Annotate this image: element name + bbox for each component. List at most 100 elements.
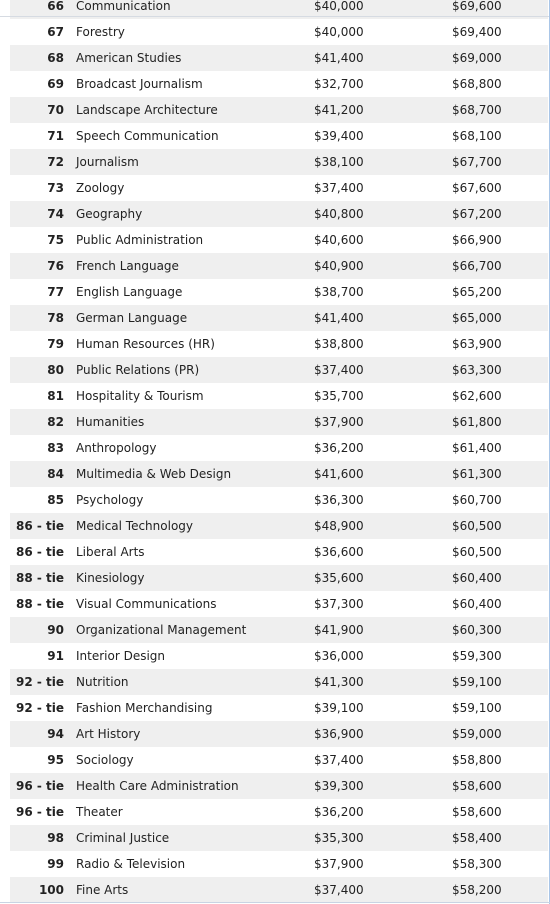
rank-cell: 77	[47, 285, 64, 299]
major-cell: Organizational Management	[76, 623, 247, 637]
mid-career-salary-cell: $58,400	[452, 831, 502, 845]
rank-cell: 84	[47, 467, 64, 481]
table-row: 95 Sociology $37,400 $58,800	[10, 747, 548, 773]
mid-career-salary-cell: $68,800	[452, 77, 502, 91]
major-cell: Nutrition	[76, 675, 129, 689]
rank-cell: 88 - tie	[15, 597, 64, 611]
starting-salary-cell: $35,300	[314, 831, 364, 845]
mid-career-salary-cell: $69,400	[452, 25, 502, 39]
major-cell: Psychology	[76, 493, 144, 507]
mid-career-salary-cell: $68,100	[452, 129, 502, 143]
mid-career-salary-cell: $60,400	[452, 597, 502, 611]
major-cell: Human Resources (HR)	[76, 337, 215, 351]
rank-cell: 75	[47, 233, 64, 247]
starting-salary-cell: $40,000	[314, 25, 364, 39]
mid-career-salary-cell: $60,500	[452, 519, 502, 533]
mid-career-salary-cell: $60,300	[452, 623, 502, 637]
starting-salary-cell: $37,400	[314, 753, 364, 767]
major-cell: Public Relations (PR)	[76, 363, 200, 377]
table-row: 100 Fine Arts $37,400 $58,200	[10, 877, 548, 903]
salary-ranking-table: 66 Communication $40,000 $69,600 67 Forestry $…	[10, 0, 548, 903]
starting-salary-cell: $37,400	[314, 363, 364, 377]
mid-career-salary-cell: $69,000	[452, 51, 502, 65]
table-row: 75 Public Administration $40,600 $66,900	[10, 227, 548, 253]
mid-career-salary-cell: $63,300	[452, 363, 502, 377]
rank-cell: 78	[47, 311, 64, 325]
major-cell: Geography	[76, 207, 143, 221]
starting-salary-cell: $48,900	[314, 519, 364, 533]
major-cell: Fine Arts	[76, 883, 129, 897]
starting-salary-cell: $36,200	[314, 441, 364, 455]
table-row: 66 Communication $40,000 $69,600	[10, 0, 548, 19]
mid-career-salary-cell: $58,300	[452, 857, 502, 871]
mid-career-salary-cell: $67,200	[452, 207, 502, 221]
rank-cell: 71	[47, 129, 64, 143]
rank-cell: 72	[47, 155, 64, 169]
major-cell: English Language	[76, 285, 183, 299]
mid-career-salary-cell: $63,900	[452, 337, 502, 351]
rank-cell: 96 - tie	[15, 805, 64, 819]
mid-career-salary-cell: $62,600	[452, 389, 502, 403]
table-row: 99 Radio & Television $37,900 $58,300	[10, 851, 548, 877]
major-cell: French Language	[76, 259, 179, 273]
starting-salary-cell: $35,700	[314, 389, 364, 403]
mid-career-salary-cell: $59,100	[452, 701, 502, 715]
starting-salary-cell: $38,800	[314, 337, 364, 351]
starting-salary-cell: $41,900	[314, 623, 364, 637]
mid-career-salary-cell: $60,700	[452, 493, 502, 507]
major-cell: Anthropology	[76, 441, 157, 455]
rank-cell: 85	[47, 493, 64, 507]
table-row: 92 - tie Fashion Merchandising $39,100 $59,…	[10, 695, 548, 721]
mid-career-salary-cell: $60,400	[452, 571, 502, 585]
starting-salary-cell: $38,700	[314, 285, 364, 299]
rank-cell: 80	[47, 363, 64, 377]
rank-cell: 82	[47, 415, 64, 429]
major-cell: German Language	[76, 311, 188, 325]
starting-salary-cell: $40,000	[314, 0, 364, 13]
mid-career-salary-cell: $59,000	[452, 727, 502, 741]
rank-cell: 86 - tie	[15, 545, 64, 559]
table-row: 91 Interior Design $36,000 $59,300	[10, 643, 548, 669]
table-row: 96 - tie Theater $36,200 $58,600	[10, 799, 548, 825]
table-row: 88 - tie Kinesiology $35,600 $60,400	[10, 565, 548, 591]
rank-cell: 98	[47, 831, 64, 845]
major-cell: Sociology	[76, 753, 134, 767]
starting-salary-cell: $32,700	[314, 77, 364, 91]
table-row: 78 German Language $41,400 $65,000	[10, 305, 548, 331]
table-row: 90 Organizational Management $41,900 $60,30…	[10, 617, 548, 643]
table-row: 98 Criminal Justice $35,300 $58,400	[10, 825, 548, 851]
mid-career-salary-cell: $67,600	[452, 181, 502, 195]
major-cell: Hospitality & Tourism	[76, 389, 204, 403]
starting-salary-cell: $39,300	[314, 779, 364, 793]
table-row: 82 Humanities $37,900 $61,800	[10, 409, 548, 435]
starting-salary-cell: $41,400	[314, 311, 364, 325]
rank-cell: 100	[38, 883, 64, 897]
rank-cell: 96 - tie	[15, 779, 64, 793]
starting-salary-cell: $41,300	[314, 675, 364, 689]
major-cell: Kinesiology	[76, 571, 145, 585]
mid-career-salary-cell: $66,700	[452, 259, 502, 273]
rank-cell: 67	[47, 25, 64, 39]
major-cell: Humanities	[76, 415, 145, 429]
major-cell: Speech Communication	[76, 129, 219, 143]
rank-cell: 66	[47, 0, 64, 13]
table-row: 96 - tie Health Care Administration $39,30…	[10, 773, 548, 799]
starting-salary-cell: $36,600	[314, 545, 364, 559]
major-cell: Liberal Arts	[76, 545, 145, 559]
table-row: 94 Art History $36,900 $59,000	[10, 721, 548, 747]
major-cell: Broadcast Journalism	[76, 77, 203, 91]
rank-cell: 69	[47, 77, 64, 91]
rank-cell: 92 - tie	[15, 701, 64, 715]
starting-salary-cell: $41,200	[314, 103, 364, 117]
table-row: 70 Landscape Architecture $41,200 $68,700	[10, 97, 548, 123]
major-cell: Visual Communications	[76, 597, 217, 611]
table-row: 71 Speech Communication $39,400 $68,100	[10, 123, 548, 149]
major-cell: Landscape Architecture	[76, 103, 218, 117]
rank-cell: 70	[47, 103, 64, 117]
mid-career-salary-cell: $67,700	[452, 155, 502, 169]
table-row: 81 Hospitality & Tourism $35,700 $62,600	[10, 383, 548, 409]
major-cell: Zoology	[76, 181, 125, 195]
starting-salary-cell: $41,600	[314, 467, 364, 481]
starting-salary-cell: $37,400	[314, 883, 364, 897]
major-cell: Forestry	[76, 25, 125, 39]
